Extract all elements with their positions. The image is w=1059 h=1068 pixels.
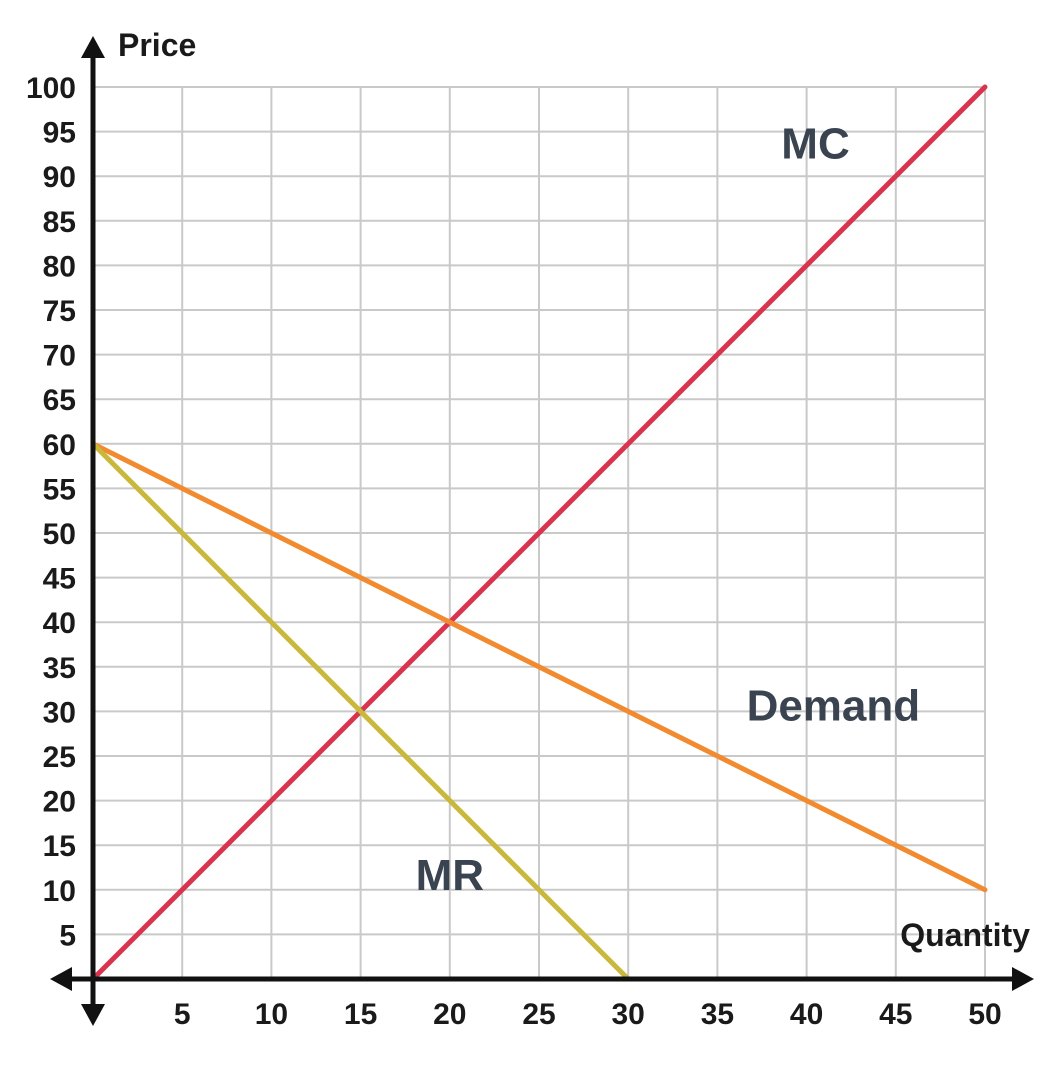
- y-tick-label-75: 75: [43, 295, 76, 328]
- y-tick-label-100: 100: [26, 72, 76, 105]
- y-tick-label-65: 65: [43, 384, 76, 417]
- y-tick-label-55: 55: [43, 473, 76, 506]
- series-label-demand: Demand: [747, 681, 921, 730]
- y-tick-label-60: 60: [43, 429, 76, 462]
- x-axis-arrow-right-icon: [1012, 967, 1034, 991]
- y-tick-label-70: 70: [43, 340, 76, 373]
- y-tick-label-25: 25: [43, 741, 76, 774]
- x-tick-label-5: 5: [174, 998, 191, 1031]
- series-labels: MC Demand MR: [416, 119, 921, 899]
- x-tick-label-15: 15: [344, 998, 377, 1031]
- x-tick-label-25: 25: [522, 998, 555, 1031]
- series-label-mr: MR: [416, 851, 484, 900]
- tick-labels: 5 10 15 20 25 30 35 40 45 50 5 10 15 20 25 30 35 40 45 50 55…: [26, 72, 1002, 1031]
- y-tick-label-85: 85: [43, 206, 76, 239]
- y-tick-label-15: 15: [43, 830, 76, 863]
- series-line-mr: [90, 441, 631, 982]
- y-tick-label-10: 10: [43, 875, 76, 908]
- y-tick-label-95: 95: [43, 117, 76, 150]
- x-tick-label-10: 10: [255, 998, 288, 1031]
- y-tick-label-50: 50: [43, 518, 76, 551]
- y-axis-arrow-up-icon: [81, 36, 105, 58]
- y-tick-label-35: 35: [43, 652, 76, 685]
- x-axis-arrow-left-icon: [50, 967, 72, 991]
- axes: [50, 36, 1034, 1026]
- y-tick-label-80: 80: [43, 250, 76, 283]
- series-line-demand: [90, 441, 988, 893]
- x-tick-label-45: 45: [879, 998, 912, 1031]
- y-tick-label-40: 40: [43, 607, 76, 640]
- y-tick-label-20: 20: [43, 786, 76, 819]
- y-tick-label-5: 5: [59, 919, 76, 952]
- y-axis-arrow-down-icon: [81, 1004, 105, 1026]
- y-axis-title: Price: [118, 27, 196, 63]
- y-tick-label-90: 90: [43, 161, 76, 194]
- series-line-mc: [90, 84, 988, 982]
- x-tick-label-40: 40: [790, 998, 823, 1031]
- x-axis-title: Quantity: [900, 917, 1030, 953]
- grid: [93, 86, 986, 979]
- series-lines: [90, 84, 988, 982]
- x-tick-label-50: 50: [968, 998, 1001, 1031]
- x-tick-label-30: 30: [612, 998, 645, 1031]
- y-tick-label-30: 30: [43, 696, 76, 729]
- series-label-mc: MC: [781, 119, 849, 168]
- y-tick-label-45: 45: [43, 563, 76, 596]
- x-tick-label-20: 20: [433, 998, 466, 1031]
- x-tick-label-35: 35: [701, 998, 734, 1031]
